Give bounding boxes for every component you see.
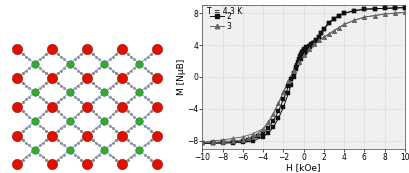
X-axis label: H [kOe]: H [kOe] (286, 163, 321, 172)
Legend: 2, 3: 2, 3 (208, 10, 233, 33)
Y-axis label: M [NμB]: M [NμB] (177, 59, 186, 95)
Text: T = 4.3 K: T = 4.3 K (207, 7, 242, 16)
